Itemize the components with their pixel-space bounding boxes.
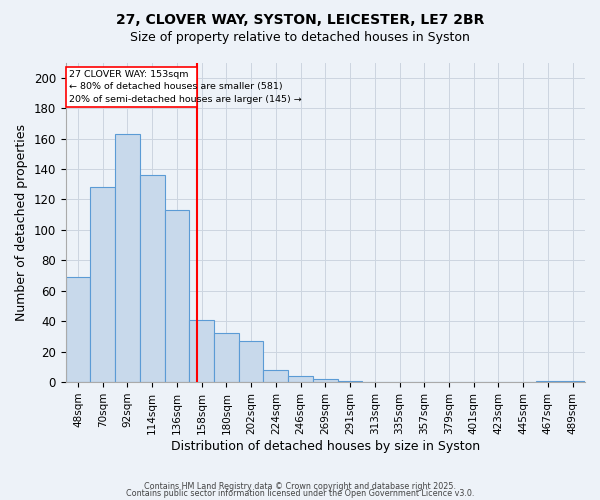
Bar xyxy=(115,134,140,382)
Text: Size of property relative to detached houses in Syston: Size of property relative to detached ho… xyxy=(130,31,470,44)
Bar xyxy=(313,379,338,382)
Text: 27 CLOVER WAY: 153sqm
← 80% of detached houses are smaller (581)
20% of semi-det: 27 CLOVER WAY: 153sqm ← 80% of detached … xyxy=(70,70,302,104)
Bar xyxy=(190,320,214,382)
Bar xyxy=(239,341,263,382)
Bar xyxy=(263,370,288,382)
Bar xyxy=(91,188,115,382)
Text: Contains HM Land Registry data © Crown copyright and database right 2025.: Contains HM Land Registry data © Crown c… xyxy=(144,482,456,491)
Bar xyxy=(140,175,164,382)
Bar xyxy=(288,376,313,382)
Bar xyxy=(560,380,585,382)
Bar xyxy=(164,210,190,382)
Bar xyxy=(65,277,91,382)
FancyBboxPatch shape xyxy=(65,67,197,106)
Text: Contains public sector information licensed under the Open Government Licence v3: Contains public sector information licen… xyxy=(126,490,474,498)
Bar xyxy=(338,380,362,382)
Text: 27, CLOVER WAY, SYSTON, LEICESTER, LE7 2BR: 27, CLOVER WAY, SYSTON, LEICESTER, LE7 2… xyxy=(116,12,484,26)
Y-axis label: Number of detached properties: Number of detached properties xyxy=(15,124,28,321)
Bar xyxy=(214,334,239,382)
X-axis label: Distribution of detached houses by size in Syston: Distribution of detached houses by size … xyxy=(171,440,480,452)
Bar xyxy=(536,380,560,382)
